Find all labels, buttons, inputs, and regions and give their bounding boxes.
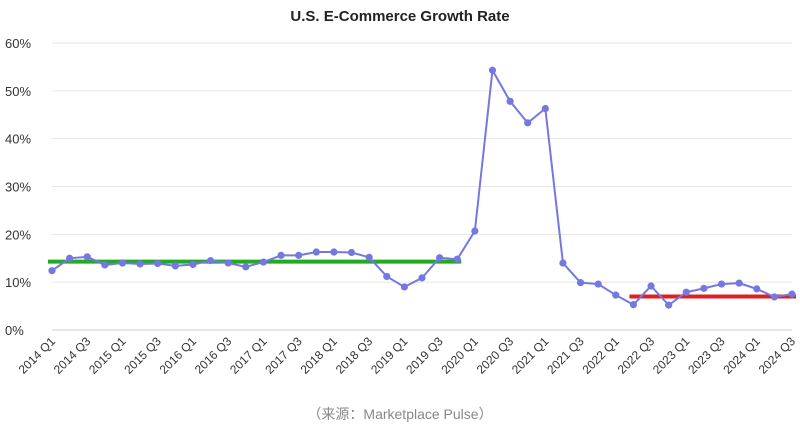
x-tick-label: 2021 Q1 bbox=[509, 334, 552, 377]
x-tick-label: 2015 Q3 bbox=[121, 334, 164, 377]
data-point bbox=[506, 97, 514, 105]
data-point bbox=[224, 259, 232, 267]
data-point bbox=[735, 279, 743, 287]
chart-title: U.S. E-Commerce Growth Rate bbox=[290, 8, 510, 25]
data-point bbox=[365, 253, 373, 261]
x-tick-label: 2021 Q3 bbox=[544, 334, 587, 377]
data-point bbox=[136, 260, 144, 268]
x-tick-label: 2023 Q3 bbox=[685, 334, 728, 377]
x-tick-label: 2015 Q1 bbox=[86, 334, 129, 377]
data-point bbox=[471, 227, 479, 235]
x-tick-label: 2014 Q3 bbox=[51, 334, 94, 377]
data-point bbox=[101, 261, 109, 269]
data-point bbox=[770, 293, 778, 301]
data-point bbox=[717, 280, 726, 288]
x-tick-label: 2019 Q1 bbox=[368, 334, 411, 377]
data-point bbox=[330, 248, 338, 256]
data-point bbox=[682, 288, 690, 296]
x-tick-label: 2016 Q3 bbox=[192, 334, 235, 377]
x-tick-label: 2022 Q1 bbox=[579, 334, 622, 377]
data-point bbox=[576, 279, 585, 287]
data-point bbox=[541, 104, 549, 113]
x-tick-label: 2020 Q3 bbox=[474, 334, 517, 377]
data-point bbox=[48, 267, 56, 275]
data-point bbox=[118, 259, 127, 267]
data-point bbox=[700, 284, 708, 292]
y-tick-label: 40% bbox=[5, 132, 31, 147]
data-point bbox=[189, 260, 197, 269]
x-tick-label: 2024 Q3 bbox=[756, 334, 799, 377]
x-tick-label: 2018 Q1 bbox=[298, 334, 341, 377]
x-tick-label: 2016 Q1 bbox=[157, 334, 200, 377]
x-tick-label: 2024 Q1 bbox=[720, 334, 763, 377]
series-line bbox=[51, 69, 793, 307]
x-tick-label: 2019 Q3 bbox=[403, 334, 446, 377]
data-point bbox=[559, 259, 567, 267]
y-tick-label: 30% bbox=[5, 180, 31, 195]
data-point bbox=[418, 274, 426, 282]
data-point bbox=[488, 66, 497, 74]
x-tick-label: 2018 Q3 bbox=[333, 334, 376, 377]
data-point bbox=[295, 251, 303, 259]
x-tick-label: 2017 Q1 bbox=[227, 334, 270, 377]
data-point bbox=[206, 257, 215, 265]
data-point bbox=[83, 253, 91, 261]
data-point bbox=[242, 263, 250, 271]
y-tick-label: 10% bbox=[5, 275, 31, 290]
data-point bbox=[524, 119, 532, 127]
data-point bbox=[647, 282, 655, 290]
data-point bbox=[788, 290, 796, 298]
data-point bbox=[400, 283, 408, 291]
y-tick-label: 0% bbox=[5, 323, 24, 338]
data-point bbox=[171, 262, 179, 270]
data-point bbox=[66, 254, 74, 262]
x-tick-label: 2020 Q1 bbox=[439, 334, 482, 377]
x-tick-label: 2022 Q3 bbox=[615, 334, 658, 377]
data-point bbox=[453, 255, 461, 263]
data-point bbox=[312, 248, 320, 256]
data-point bbox=[612, 291, 620, 299]
y-tick-label: 50% bbox=[5, 84, 31, 99]
x-tick-label: 2023 Q1 bbox=[650, 334, 693, 377]
data-point bbox=[347, 248, 356, 257]
x-tick-label: 2014 Q1 bbox=[16, 334, 59, 377]
source-note: （来源：Marketplace Pulse） bbox=[307, 406, 493, 422]
data-point bbox=[277, 251, 285, 259]
data-point bbox=[259, 258, 268, 266]
data-point bbox=[436, 254, 444, 262]
data-point bbox=[154, 259, 162, 268]
data-point bbox=[629, 301, 638, 309]
y-tick-label: 20% bbox=[5, 227, 31, 242]
data-point bbox=[753, 285, 761, 293]
data-point bbox=[665, 301, 673, 309]
data-point bbox=[594, 280, 602, 288]
y-tick-label: 60% bbox=[5, 36, 31, 51]
x-tick-label: 2017 Q3 bbox=[262, 334, 305, 377]
data-point bbox=[383, 272, 391, 281]
